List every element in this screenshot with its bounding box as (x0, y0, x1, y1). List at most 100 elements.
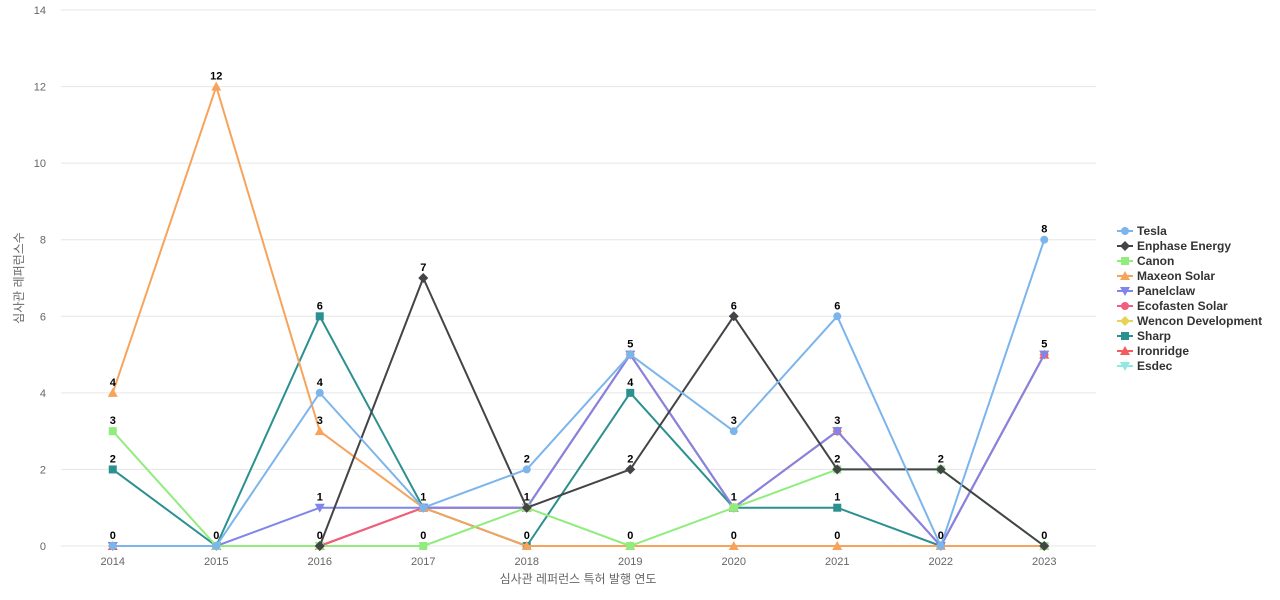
series-line (112, 353, 1046, 547)
y-tick-label: 10 (34, 158, 46, 170)
legend-item[interactable]: Esdec (1117, 359, 1173, 373)
y-tick-label: 14 (34, 5, 46, 17)
data-point[interactable] (108, 465, 117, 474)
y-tick-label: 8 (40, 235, 46, 247)
legend-label: Sharp (1137, 329, 1171, 343)
x-tick-label: 2020 (722, 556, 746, 568)
data-point[interactable] (626, 542, 635, 550)
legend-item[interactable]: Sharp (1117, 329, 1171, 343)
data-label: 3 (317, 415, 323, 427)
data-point (1121, 332, 1129, 340)
y-axis-ticks: 0 2 4 6 8 10 12 14 (34, 5, 46, 553)
data-point[interactable] (1040, 235, 1049, 244)
data-label: 1 (731, 492, 737, 504)
y-tick-label: 6 (40, 311, 46, 323)
data-point[interactable] (108, 427, 117, 436)
data-label: 4 (317, 377, 324, 389)
data-point[interactable] (314, 541, 325, 551)
data-label: 0 (731, 530, 737, 542)
data-point[interactable] (108, 542, 117, 550)
data-point[interactable] (419, 503, 428, 512)
legend-item[interactable]: Ecofasten Solar (1117, 299, 1228, 313)
data-point[interactable] (314, 426, 325, 436)
series-line (112, 353, 1046, 547)
series-ecofasten-solar (108, 350, 1049, 550)
series-panelclaw (107, 350, 1050, 551)
y-tick-label: 4 (40, 388, 46, 400)
data-point[interactable] (729, 427, 738, 436)
data-point[interactable] (521, 502, 532, 513)
data-point[interactable] (729, 503, 738, 512)
data-point[interactable] (419, 542, 428, 550)
data-point[interactable] (626, 350, 635, 359)
y-tick-label: 2 (40, 464, 46, 476)
legend-label: Esdec (1137, 359, 1173, 373)
data-point[interactable] (211, 81, 222, 91)
legend-item[interactable]: Maxeon Solar (1117, 269, 1215, 283)
series-line (112, 353, 1046, 547)
series-line (112, 239, 1046, 547)
data-point[interactable] (936, 542, 945, 550)
data-point[interactable] (832, 464, 843, 475)
data-point (1121, 302, 1129, 310)
legend-item[interactable]: Canon (1117, 254, 1174, 268)
series-line (111, 85, 1045, 547)
data-point[interactable] (935, 464, 946, 475)
data-point (1120, 271, 1130, 280)
data-point[interactable] (832, 541, 843, 550)
data-point[interactable] (833, 503, 842, 512)
legend-label: Panelclaw (1137, 284, 1196, 298)
x-tick-label: 2023 (1032, 556, 1056, 568)
legend-item[interactable]: Panelclaw (1117, 284, 1196, 298)
x-tick-label: 2014 (101, 556, 125, 568)
data-point[interactable] (833, 312, 842, 321)
x-axis-title: 심사관 레퍼런스 특허 발행 연도 (500, 571, 657, 586)
data-point[interactable] (107, 387, 118, 397)
x-tick-label: 2021 (825, 556, 849, 568)
data-label: 7 (420, 262, 426, 274)
series-lines (107, 81, 1050, 551)
data-point[interactable] (314, 503, 325, 513)
data-point[interactable] (832, 427, 843, 437)
data-point[interactable] (521, 541, 532, 550)
data-label: 6 (834, 300, 840, 312)
series-line (112, 353, 1046, 547)
data-label: 2 (938, 453, 944, 465)
data-point (1120, 362, 1130, 371)
legend-item[interactable]: Wencon Development (1117, 314, 1262, 328)
legend-label: Enphase Energy (1137, 239, 1231, 253)
y-axis-title: 심사관 레퍼런스수 (12, 232, 26, 324)
data-point[interactable] (728, 311, 739, 322)
legend-item[interactable]: Ironridge (1117, 344, 1189, 358)
data-point[interactable] (1039, 350, 1050, 360)
data-point[interactable] (728, 541, 739, 550)
data-label: 1 (524, 492, 530, 504)
data-point[interactable] (522, 465, 531, 474)
data-point (1121, 257, 1129, 265)
legend-label: Ironridge (1137, 344, 1189, 358)
data-point[interactable] (418, 273, 429, 283)
data-point[interactable] (212, 542, 221, 550)
data-label: 6 (317, 300, 323, 312)
series-line (112, 315, 1045, 547)
series-wencon-development (107, 349, 1050, 551)
data-point[interactable] (315, 388, 324, 397)
data-label: 6 (731, 300, 737, 312)
x-tick-label: 2015 (204, 556, 228, 568)
data-label: 2 (834, 453, 840, 465)
legend-item[interactable]: Enphase Energy (1117, 239, 1231, 253)
data-point (1121, 227, 1129, 235)
legend-item[interactable]: Tesla (1117, 224, 1167, 238)
data-label: 4 (627, 377, 634, 389)
data-point[interactable] (626, 388, 635, 397)
data-label: 0 (938, 530, 944, 542)
data-point (1120, 316, 1130, 326)
legend-label: Wencon Development (1137, 314, 1262, 328)
data-point[interactable] (625, 464, 636, 475)
grid-lines (61, 9, 1096, 547)
data-label: 12 (210, 71, 222, 83)
data-point[interactable] (1039, 541, 1050, 551)
data-point[interactable] (315, 312, 324, 321)
